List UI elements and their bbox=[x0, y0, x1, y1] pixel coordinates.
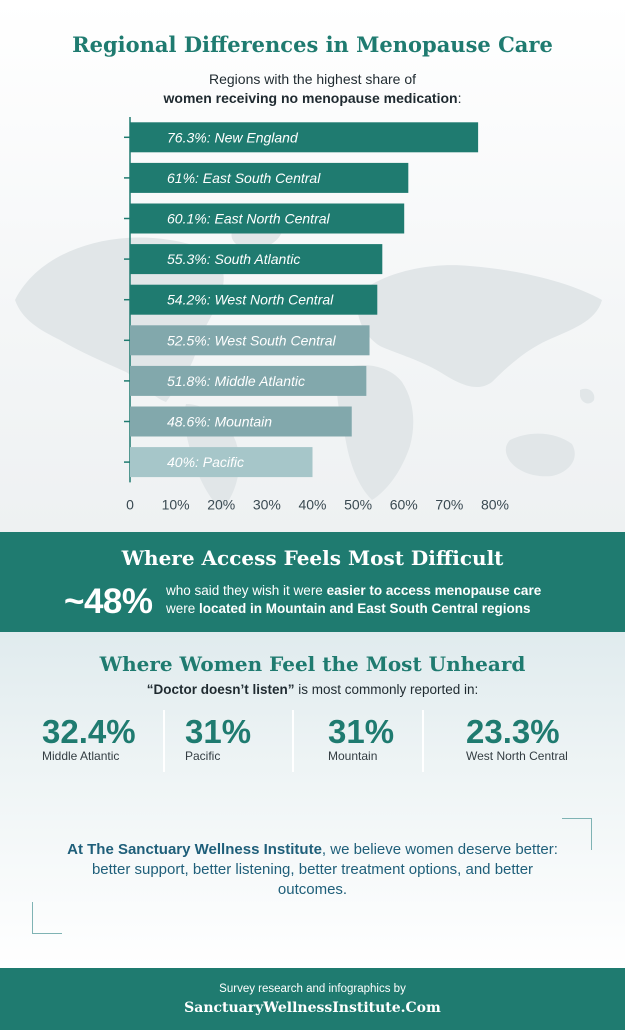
x-tick-label: 80% bbox=[481, 496, 509, 512]
stat-middle-atlantic: 32.4% Middle Atlantic bbox=[42, 712, 136, 763]
bar bbox=[130, 162, 409, 193]
x-tick-label: 10% bbox=[162, 496, 190, 512]
bar bbox=[130, 122, 479, 153]
bar bbox=[130, 325, 370, 356]
stat-value: 32.4% bbox=[42, 713, 136, 750]
stat-value: 31% bbox=[328, 713, 395, 750]
access-line-2-bold: located in Mountain and East South Centr… bbox=[199, 601, 531, 616]
access-description: who said they wish it were easier to acc… bbox=[166, 582, 541, 618]
x-tick-label: 30% bbox=[253, 496, 281, 512]
bar bbox=[130, 447, 313, 478]
page-title: Regional Differences in Menopause Care bbox=[72, 32, 553, 57]
unheard-section: Where Women Feel the Most Unheard “Docto… bbox=[0, 632, 625, 968]
access-section: Where Access Feels Most Difficult ~48% w… bbox=[0, 532, 625, 632]
bar-label: 48.6%: Mountain bbox=[167, 414, 272, 430]
stat-label: Middle Atlantic bbox=[42, 749, 120, 763]
stat-mountain: 31% Mountain bbox=[328, 712, 394, 763]
bar bbox=[130, 244, 383, 275]
x-tick-label: 50% bbox=[344, 496, 372, 512]
x-tick-label: 40% bbox=[298, 496, 326, 512]
stat-divider bbox=[163, 710, 165, 772]
access-line-1: who said they wish it were easier to acc… bbox=[166, 582, 541, 600]
stat-value: 23.3% bbox=[466, 713, 560, 750]
footer: Survey research and infographics by Sanc… bbox=[0, 968, 625, 1030]
bar-label: 60.1%: East North Central bbox=[167, 211, 331, 227]
access-big-stat: ~48% bbox=[64, 582, 153, 621]
decorative-corner-top-right bbox=[562, 818, 592, 850]
stat-pacific: 31% Pacific bbox=[185, 712, 251, 763]
stat-label: Mountain bbox=[328, 749, 378, 763]
unheard-subheading: “Doctor doesn’t listen” is most commonly… bbox=[0, 682, 625, 697]
access-line-1-bold: easier to access menopause care bbox=[326, 583, 542, 598]
closing-bold: At The Sanctuary Wellness Institute bbox=[67, 841, 322, 858]
bar-label: 51.8%: Middle Atlantic bbox=[167, 373, 305, 389]
chart-section: Regional Differences in Menopause Care R… bbox=[0, 0, 625, 532]
access-line-2: were located in Mountain and East South … bbox=[166, 600, 541, 618]
x-tick-label: 20% bbox=[207, 496, 235, 512]
unheard-quote: “Doctor doesn’t listen” bbox=[146, 682, 295, 697]
subtitle-line-1: Regions with the highest share of bbox=[208, 71, 416, 87]
closing-rest: , we believe women deserve better: bette… bbox=[91, 841, 558, 898]
unheard-heading: Where Women Feel the Most Unheard bbox=[99, 652, 526, 676]
bar-label: 52.5%: West South Central bbox=[167, 332, 336, 348]
bar-label: 40%: Pacific bbox=[167, 454, 244, 470]
closing-statement: At The Sanctuary Wellness Institute, we … bbox=[60, 840, 565, 900]
bar bbox=[130, 203, 405, 234]
bar bbox=[130, 284, 378, 315]
bar bbox=[130, 365, 367, 396]
subtitle-emphasis: women receiving no menopause medication bbox=[163, 90, 458, 106]
bar bbox=[130, 406, 352, 437]
stat-west-north-central: 23.3% West North Central bbox=[466, 712, 568, 763]
x-tick-label: 0 bbox=[126, 496, 134, 512]
footer-website[interactable]: SanctuaryWellnessInstitute.Com bbox=[184, 1000, 441, 1016]
x-tick-label: 60% bbox=[390, 496, 418, 512]
stat-label: Pacific bbox=[185, 749, 221, 763]
subtitle-colon: : bbox=[457, 90, 462, 106]
stat-value: 31% bbox=[185, 713, 252, 750]
decorative-corner-bottom-left bbox=[32, 902, 62, 934]
footer-credit: Survey research and infographics by bbox=[219, 983, 406, 995]
chart-subtitle: Regions with the highest share of women … bbox=[0, 70, 625, 108]
subtitle-line-2: women receiving no menopause medication: bbox=[0, 89, 625, 108]
bar-label: 55.3%: South Atlantic bbox=[167, 251, 300, 267]
bar-label: 76.3%: New England bbox=[167, 129, 299, 145]
bar-chart: 76.3%: New England 61%: East South Centra… bbox=[124, 117, 509, 512]
bar-label: 61%: East South Central bbox=[167, 170, 321, 186]
access-line-1-pre: who said they wish it were bbox=[166, 583, 327, 598]
stat-divider bbox=[422, 710, 424, 772]
stat-label: West North Central bbox=[466, 749, 568, 763]
bar-label: 54.2%: West North Central bbox=[167, 292, 334, 308]
access-heading: Where Access Feels Most Difficult bbox=[121, 546, 504, 570]
access-line-2-pre: were bbox=[166, 601, 200, 616]
x-tick-label: 70% bbox=[435, 496, 463, 512]
stat-divider bbox=[292, 710, 294, 772]
unheard-sub-rest: is most commonly reported in: bbox=[294, 682, 479, 697]
